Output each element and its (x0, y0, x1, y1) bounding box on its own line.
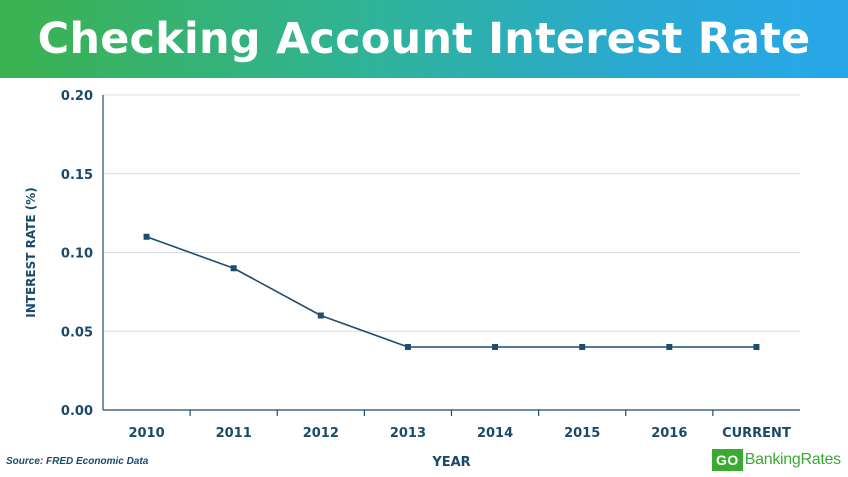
data-point (753, 344, 760, 350)
title-banner: Checking Account Interest Rate (0, 0, 848, 78)
data-point (492, 344, 499, 350)
x-tick-label: 2010 (128, 426, 164, 441)
series-line (146, 235, 757, 348)
x-axis-label: YEAR (431, 455, 470, 470)
y-tick-label: 0.20 (61, 89, 93, 104)
x-tick-label: 2015 (564, 426, 600, 441)
y-tick-label: 0.15 (61, 168, 93, 183)
data-point (317, 312, 324, 319)
brand-logo: GO BankingRates (712, 449, 841, 471)
chart-title: Checking Account Interest Rate (37, 14, 811, 64)
data-point (143, 233, 150, 240)
source-note: Source: FRED Economic Data (6, 456, 149, 467)
brand-logo-name: BankingRates (744, 451, 841, 468)
x-tick-label: 2011 (216, 426, 252, 441)
y-tick-label: 0.05 (61, 325, 93, 340)
data-point (579, 344, 586, 350)
data-point (666, 344, 673, 350)
x-tick-label: 2016 (651, 426, 687, 441)
x-tick-label: 2012 (303, 426, 339, 441)
data-point (404, 344, 411, 350)
x-tick-label: CURRENT (722, 426, 791, 441)
brand-logo-go: GO (712, 449, 743, 471)
data-point (230, 265, 237, 272)
x-tick-label: 2013 (390, 426, 426, 441)
y-tick-label: 0.00 (61, 404, 93, 419)
x-tick-label: 2014 (477, 426, 513, 441)
y-axis-label: INTEREST RATE (%) (24, 187, 38, 317)
y-tick-label: 0.10 (61, 247, 93, 262)
